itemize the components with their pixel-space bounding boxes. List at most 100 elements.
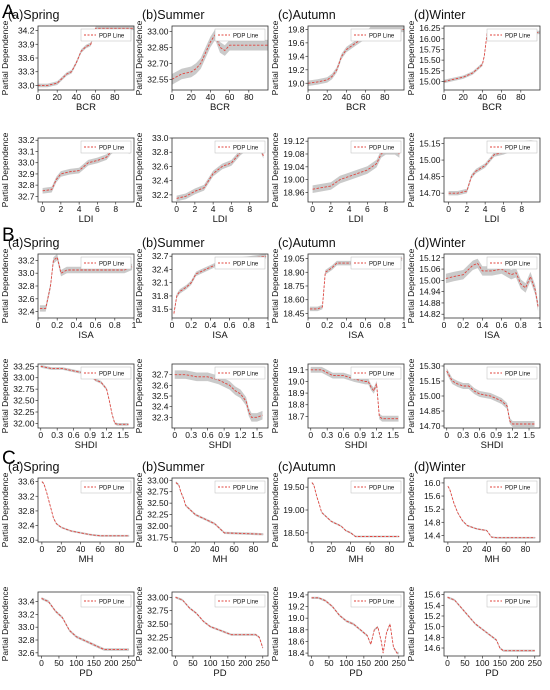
y-tick-label: 19.4 (288, 51, 305, 61)
plot-frame (171, 477, 269, 543)
y-tick-label: 18.8 (288, 400, 305, 410)
y-tick-label: 31.75 (147, 532, 169, 542)
y-tick-label: 32.25 (13, 407, 35, 417)
legend-label: PDP Line (233, 486, 259, 492)
y-tick-label: 32.8 (18, 180, 35, 190)
panel-summer-shdi: PDP Line 0 0.3 0.6 0.9 1.2 1.5 32.332.432.532.6… (134, 358, 269, 451)
x-tick-label: 40 (346, 544, 356, 554)
x-tick-label: 0 (310, 204, 315, 214)
legend-label: PDP Line (233, 262, 259, 268)
panel-winter-shdi: PDP Line 0 0.3 0.6 0.9 1.2 1.5 14.70 14.85 15.00 1… (406, 358, 541, 451)
x-tick-label: 80 (244, 92, 254, 102)
y-tick-label: 32.25 (147, 510, 169, 520)
x-tick-label: 100 (69, 658, 83, 668)
x-tick-label: 0.2 (185, 320, 197, 330)
x-axis-label: LDI (79, 214, 94, 225)
panel-summer-pd: PDP Line 0 50 100 150 200 250 32.00 32.25 32.50 32… (134, 586, 270, 679)
y-tick-label: 33.2 (18, 609, 35, 619)
y-tick-label: 16.25 (419, 23, 441, 33)
x-tick-label: 1.2 (507, 430, 519, 440)
x-tick-label: 80 (249, 544, 259, 554)
x-tick-label: 0.2 (51, 320, 63, 330)
y-tick-label: 15.6 (424, 491, 441, 501)
y-tick-label: 34.2 (18, 26, 35, 36)
x-tick-label: 20 (327, 544, 337, 554)
panel-winter-isa: (d)Winter PDP Line 0 0.2 0.4 0.6 0.8 1 14.8214.8… (406, 236, 543, 341)
x-tick-label: 150 (357, 658, 371, 668)
y-tick-label: 18.75 (283, 281, 305, 291)
y-axis-label: Partial Dependence (0, 132, 10, 207)
x-tick-label: 8 (519, 204, 524, 214)
y-tick-label: 32.8 (18, 506, 35, 516)
legend-label: PDP Line (233, 372, 259, 378)
y-tick-label: 14.70 (419, 421, 441, 431)
y-tick-label: 33.1 (18, 146, 35, 156)
x-tick-label: 0 (174, 204, 179, 214)
x-tick-label: 100 (339, 658, 353, 668)
x-tick-label: 0 (38, 430, 43, 440)
y-tick-label: 32.2 (152, 190, 169, 200)
pdp-line (307, 28, 404, 84)
y-tick-label: 33.9 (18, 39, 35, 49)
x-tick-label: 20 (191, 544, 201, 554)
legend-box (486, 594, 538, 608)
season-title: (b)Summer (142, 460, 205, 474)
y-tick-label: 32.7 (18, 191, 35, 201)
y-tick-label: 33.6 (18, 477, 35, 487)
y-axis-label: Partial Dependence (270, 132, 280, 207)
x-tick-label: 0.6 (202, 430, 214, 440)
x-tick-label: 50 (188, 658, 198, 668)
y-tick-label: 15.75 (419, 44, 441, 54)
y-tick-label: 15.00 (419, 76, 441, 86)
legend-box (350, 140, 402, 154)
x-tick-label: 0 (310, 544, 315, 554)
season-title: (c)Autumn (278, 460, 336, 474)
y-axis-label: Partial Dependence (270, 248, 280, 323)
x-tick-label: 0.4 (70, 320, 82, 330)
legend-label: PDP Line (369, 262, 395, 268)
pdp-line (171, 33, 268, 80)
y-tick-label: 15.15 (419, 139, 441, 149)
x-tick-label: 0.3 (321, 430, 333, 440)
x-tick-label: 0.3 (457, 430, 469, 440)
x-tick-label: 1.5 (251, 430, 263, 440)
x-tick-label: 200 (238, 658, 252, 668)
season-title: (a)Spring (8, 8, 59, 22)
x-tick-label: 20 (322, 92, 332, 102)
x-axis-label: BCR (210, 102, 230, 113)
y-axis-label: Partial Dependence (270, 586, 280, 661)
legend-label: PDP Line (369, 600, 395, 606)
pdp-line (173, 255, 267, 314)
pdp-line (41, 481, 130, 537)
x-tick-label: 40 (210, 544, 220, 554)
x-tick-label: 0 (40, 544, 45, 554)
x-tick-label: 0.8 (515, 320, 527, 330)
y-tick-label: 32.1 (152, 278, 169, 288)
legend-label: PDP Line (233, 34, 259, 40)
x-tick-label: 0 (170, 320, 175, 330)
x-tick-label: 40 (206, 92, 216, 102)
x-axis-label: LDI (349, 214, 364, 225)
season-title: (d)Winter (414, 236, 465, 250)
y-tick-label: 14.4 (424, 530, 441, 540)
legend-label: PDP Line (99, 262, 125, 268)
y-axis-label: Partial Dependence (406, 586, 416, 661)
y-tick-label: 15.12 (419, 253, 441, 263)
confidence-band (445, 258, 539, 312)
y-tick-label: 33.3 (18, 67, 35, 77)
legend-box (350, 366, 402, 380)
confidence-band (41, 597, 129, 651)
x-tick-label: 0.6 (338, 430, 350, 440)
x-tick-label: 0.2 (457, 320, 469, 330)
y-tick-label: 19.0 (288, 376, 305, 386)
x-tick-label: 6 (229, 204, 234, 214)
legend-label: PDP Line (99, 146, 125, 152)
y-axis-label: Partial Dependence (134, 248, 144, 323)
x-axis-label: PD (349, 668, 362, 679)
pdp-line (39, 256, 133, 309)
x-tick-label: 0 (36, 92, 41, 102)
y-tick-label: 32.6 (152, 380, 169, 390)
season-title: (a)Spring (8, 460, 59, 474)
